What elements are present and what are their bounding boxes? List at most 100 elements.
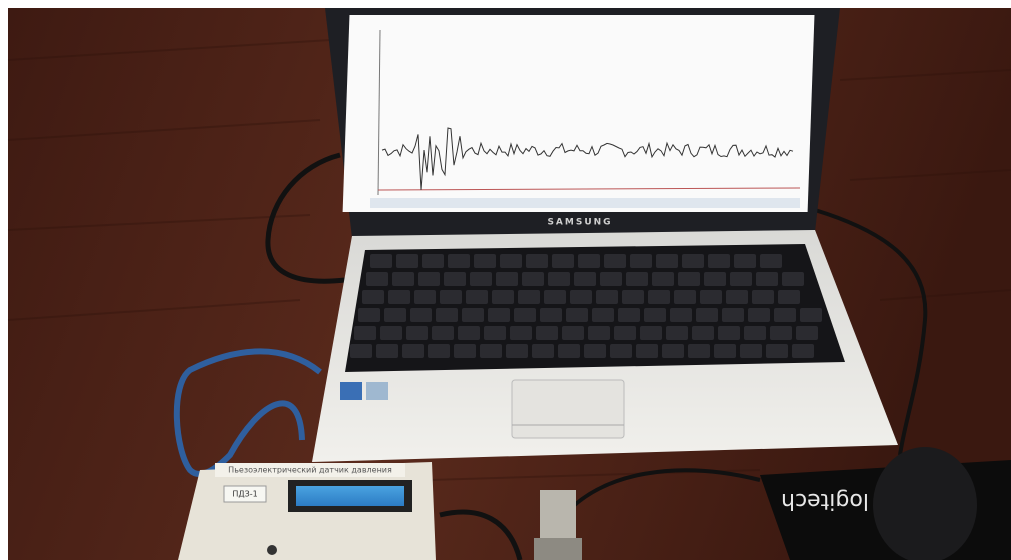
key bbox=[552, 254, 574, 268]
key bbox=[610, 344, 632, 358]
key bbox=[432, 326, 454, 340]
key bbox=[696, 308, 718, 322]
brand-logo: SAMSUNG bbox=[547, 218, 612, 228]
device-label: Пьезоэлектрический датчик давления bbox=[228, 466, 392, 475]
key bbox=[756, 272, 778, 286]
key bbox=[428, 344, 450, 358]
key bbox=[734, 254, 756, 268]
key bbox=[666, 326, 688, 340]
key bbox=[414, 290, 436, 304]
key bbox=[770, 326, 792, 340]
device-button bbox=[267, 545, 277, 555]
key bbox=[480, 344, 502, 358]
key bbox=[454, 344, 476, 358]
key bbox=[388, 290, 410, 304]
key bbox=[470, 272, 492, 286]
key bbox=[600, 272, 622, 286]
key bbox=[662, 344, 684, 358]
key bbox=[370, 254, 392, 268]
key bbox=[626, 272, 648, 286]
key bbox=[584, 344, 606, 358]
key bbox=[726, 290, 748, 304]
key bbox=[532, 344, 554, 358]
key bbox=[514, 308, 536, 322]
key bbox=[796, 326, 818, 340]
key bbox=[588, 326, 610, 340]
key bbox=[604, 254, 626, 268]
key bbox=[444, 272, 466, 286]
key bbox=[466, 290, 488, 304]
key bbox=[622, 290, 644, 304]
key bbox=[380, 326, 402, 340]
key bbox=[688, 344, 710, 358]
sticker bbox=[340, 382, 362, 400]
key bbox=[752, 290, 774, 304]
key bbox=[358, 308, 380, 322]
key bbox=[518, 290, 540, 304]
key bbox=[510, 326, 532, 340]
key bbox=[704, 272, 726, 286]
sensor-fitting bbox=[534, 538, 582, 560]
key bbox=[366, 272, 388, 286]
key bbox=[630, 254, 652, 268]
key bbox=[596, 290, 618, 304]
key bbox=[462, 308, 484, 322]
lcd-screen bbox=[296, 486, 404, 506]
key bbox=[678, 272, 700, 286]
pressure-sensor bbox=[540, 490, 576, 540]
key bbox=[562, 326, 584, 340]
key bbox=[496, 272, 518, 286]
key bbox=[782, 272, 804, 286]
key bbox=[648, 290, 670, 304]
key bbox=[700, 290, 722, 304]
device-model: ПДЗ-1 bbox=[232, 490, 257, 499]
key bbox=[722, 308, 744, 322]
touchpad bbox=[512, 380, 624, 438]
key bbox=[440, 290, 462, 304]
key bbox=[578, 254, 600, 268]
key bbox=[350, 344, 372, 358]
key bbox=[644, 308, 666, 322]
key bbox=[592, 308, 614, 322]
key bbox=[422, 254, 444, 268]
key bbox=[392, 272, 414, 286]
key bbox=[410, 308, 432, 322]
key bbox=[406, 326, 428, 340]
key bbox=[436, 308, 458, 322]
key bbox=[418, 272, 440, 286]
key bbox=[656, 254, 678, 268]
key bbox=[718, 326, 740, 340]
key bbox=[740, 344, 762, 358]
key bbox=[778, 290, 800, 304]
key bbox=[792, 344, 814, 358]
key bbox=[708, 254, 730, 268]
key bbox=[474, 254, 496, 268]
key bbox=[402, 344, 424, 358]
key bbox=[540, 308, 562, 322]
key bbox=[614, 326, 636, 340]
screen bbox=[343, 15, 815, 212]
key bbox=[800, 308, 822, 322]
pad-logo: logitech bbox=[781, 488, 869, 513]
key bbox=[558, 344, 580, 358]
key bbox=[500, 254, 522, 268]
key bbox=[544, 290, 566, 304]
key bbox=[376, 344, 398, 358]
key bbox=[492, 290, 514, 304]
photo: SAMSUNG logitech Пьезоэлектрический датч… bbox=[0, 0, 1011, 560]
key bbox=[506, 344, 528, 358]
key bbox=[652, 272, 674, 286]
key bbox=[522, 272, 544, 286]
key bbox=[674, 290, 696, 304]
key bbox=[484, 326, 506, 340]
sticker bbox=[366, 382, 388, 400]
page: {"photo": {"laptop_brand": "SAMSUNG", "d… bbox=[0, 0, 1011, 560]
mouse bbox=[873, 447, 977, 560]
key bbox=[536, 326, 558, 340]
key bbox=[748, 308, 770, 322]
key bbox=[692, 326, 714, 340]
key bbox=[618, 308, 640, 322]
key bbox=[384, 308, 406, 322]
key bbox=[766, 344, 788, 358]
key bbox=[448, 254, 470, 268]
